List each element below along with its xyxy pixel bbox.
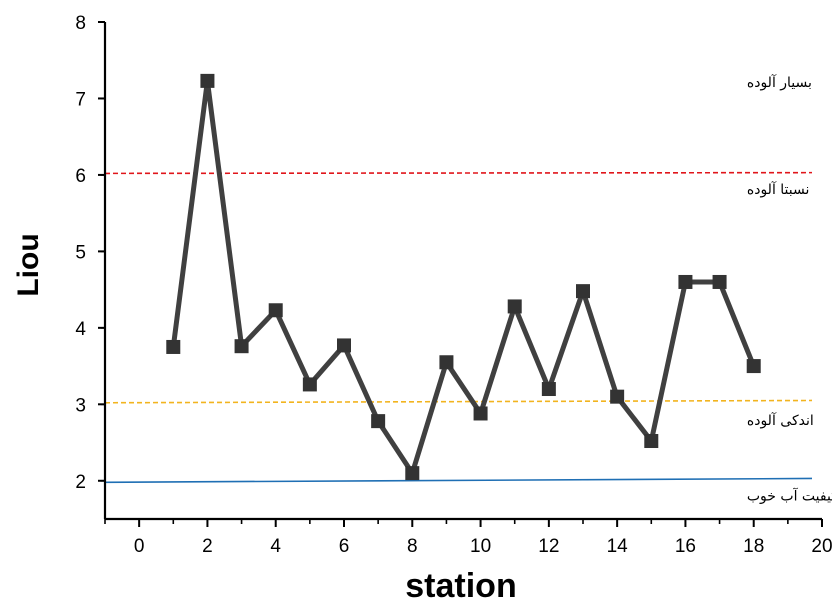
data-point [610, 389, 625, 404]
reference-line [104, 171, 813, 175]
x-tick-label: 2 [202, 536, 213, 557]
series-line [170, 78, 757, 476]
data-point [371, 414, 386, 429]
axes [103, 22, 822, 521]
y-tick-label: 3 [75, 395, 86, 416]
zone-label: کیفیت آب خوب [747, 488, 832, 505]
x-tick-label: 12 [538, 536, 559, 557]
data-point [439, 355, 454, 370]
data-point [234, 339, 249, 354]
x-tick-label: 10 [470, 536, 491, 557]
data-point [541, 382, 556, 397]
x-tick-label: 14 [607, 536, 629, 557]
data-point [268, 303, 283, 318]
data-point [576, 284, 590, 299]
y-tick-label: 8 [75, 13, 86, 34]
zone-label: اندکی آلوده [747, 412, 814, 429]
y-tick-label: 5 [75, 242, 86, 263]
reference-lines [104, 171, 813, 484]
data-series [166, 73, 761, 481]
data-point [678, 274, 693, 289]
data-point [644, 434, 659, 449]
x-axis-title: station [405, 567, 516, 605]
reference-line [104, 477, 813, 484]
data-point [302, 377, 317, 392]
y-tick-label: 6 [75, 166, 86, 187]
x-tick-label: 0 [134, 536, 145, 557]
x-tick-label: 18 [743, 536, 764, 557]
data-point [746, 359, 761, 374]
reference-line [104, 399, 813, 404]
data-point [473, 406, 488, 421]
zone-annotations: بسیار آلوده نسبتا آلوده اندکی آلوده کیفیت آ… [747, 74, 832, 505]
x-tick-label: 16 [675, 536, 696, 557]
data-point [712, 274, 727, 289]
y-tick-label: 2 [75, 472, 86, 493]
data-point [405, 466, 420, 481]
data-point [507, 299, 522, 314]
zone-label: بسیار آلوده [747, 74, 812, 91]
ticks: 2 3 4 5 6 7 8 0 2 4 6 8 10 12 14 16 18 20 [75, 13, 832, 557]
y-axis-title: Liou [12, 233, 45, 296]
zone-label: نسبتا آلوده [747, 181, 810, 198]
data-point [166, 339, 181, 354]
x-tick-label: 4 [270, 536, 281, 557]
x-tick-label: 8 [407, 536, 418, 557]
x-tick-label: 6 [339, 536, 350, 557]
data-point [200, 73, 215, 88]
y-tick-label: 7 [75, 89, 86, 110]
y-tick-label: 4 [75, 319, 86, 340]
x-tick-label: 20 [811, 536, 832, 557]
data-point [337, 338, 351, 353]
